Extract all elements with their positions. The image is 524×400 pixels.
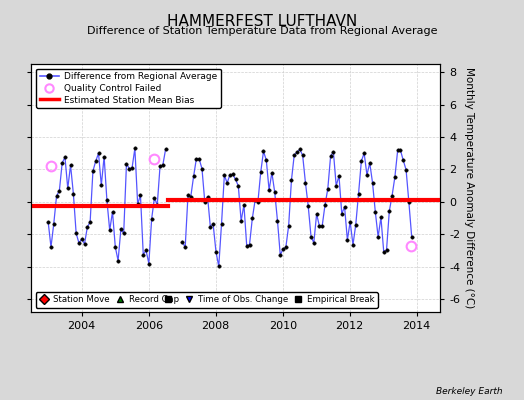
- Legend: Station Move, Record Gap, Time of Obs. Change, Empirical Break: Station Move, Record Gap, Time of Obs. C…: [36, 292, 378, 308]
- Text: HAMMERFEST LUFTHAVN: HAMMERFEST LUFTHAVN: [167, 14, 357, 29]
- Text: Difference of Station Temperature Data from Regional Average: Difference of Station Temperature Data f…: [87, 26, 437, 36]
- Text: Berkeley Earth: Berkeley Earth: [436, 387, 503, 396]
- Y-axis label: Monthly Temperature Anomaly Difference (°C): Monthly Temperature Anomaly Difference (…: [464, 67, 474, 309]
